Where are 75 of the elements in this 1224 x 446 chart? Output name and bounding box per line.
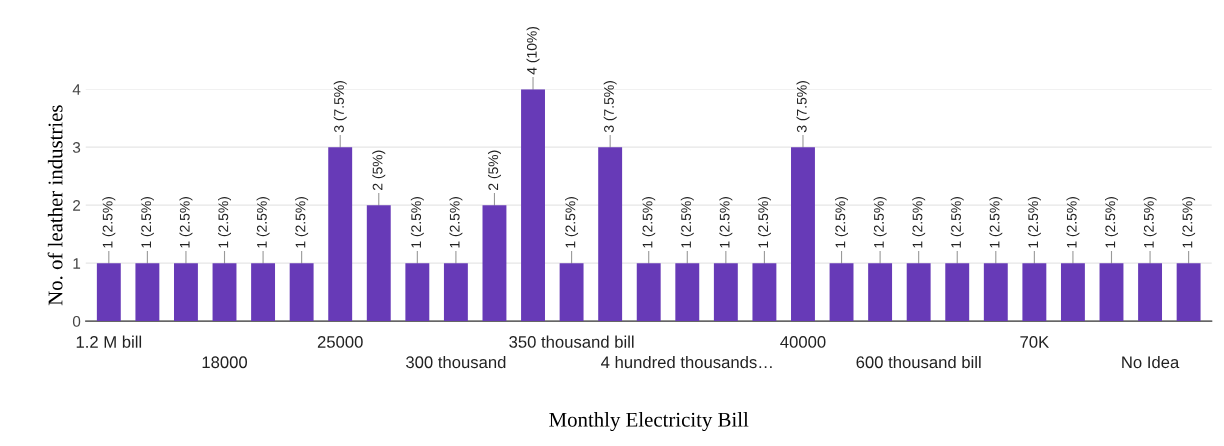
y-tick-label: 4 (72, 84, 81, 95)
y-axis-title: No. of leather industries (47, 105, 63, 306)
data-label: 2 (5%) (487, 150, 501, 190)
bar (906, 263, 931, 322)
bar (868, 263, 893, 322)
x-tick-label: 300 thousand (406, 355, 506, 369)
data-label: 1 (2.5%) (950, 197, 964, 248)
data-label: 1 (2.5%) (719, 197, 733, 248)
data-label: 1 (2.5%) (256, 197, 270, 248)
data-label: 1 (2.5%) (102, 197, 116, 248)
bar (791, 147, 815, 322)
data-label: 1 (2.5%) (295, 197, 309, 248)
data-label: 1 (2.5%) (410, 197, 424, 248)
x-tick-label: 350 thousand bill (509, 335, 634, 348)
x-tick-label: 25000 (317, 336, 363, 348)
bar (289, 263, 314, 322)
y-tick-label: 2 (73, 200, 81, 211)
bar (1138, 263, 1163, 322)
data-label: 1 (2.5%) (1143, 197, 1157, 248)
bar (983, 263, 1008, 322)
data-label: 3 (7.5%) (796, 81, 810, 133)
data-label: 2 (5%) (372, 150, 386, 190)
bar (945, 263, 970, 322)
bar (1099, 263, 1124, 322)
bar (1022, 263, 1047, 322)
x-axis-title: Monthly Electricity Bill (549, 412, 749, 432)
bar (212, 263, 237, 322)
bar (675, 263, 700, 322)
data-label: 1 (2.5%) (1027, 197, 1041, 248)
bar (173, 263, 198, 322)
data-label: 1 (2.5%) (1182, 197, 1196, 248)
bar (328, 147, 353, 322)
data-label: 3 (7.5%) (603, 81, 617, 133)
bar (636, 263, 661, 322)
x-tick-label: 70K (1020, 336, 1050, 348)
x-tick-label: 4 hundred thousands… (601, 355, 772, 369)
data-label: 3 (7.5%) (333, 81, 347, 133)
bar (443, 263, 468, 322)
bar (366, 205, 391, 322)
x-tick-label: 600 thousand bill (856, 355, 981, 369)
bar (521, 89, 545, 322)
x-tick-label: 1.2 M bill (76, 335, 142, 348)
data-label: 1 (2.5%) (835, 197, 849, 248)
data-label: 1 (2.5%) (179, 197, 193, 248)
data-label: 1 (2.5%) (565, 197, 579, 248)
data-label: 1 (2.5%) (1105, 197, 1118, 248)
data-label: 1 (2.5%) (989, 197, 1003, 248)
data-label: 1 (2.5%) (140, 197, 154, 248)
x-tick-label: No Idea (1122, 355, 1180, 369)
bar (1060, 263, 1085, 322)
bar (482, 205, 507, 322)
data-label: 1 (2.5%) (912, 197, 926, 248)
bar (829, 263, 854, 322)
x-tick-label: 18000 (202, 356, 248, 369)
data-label: 4 (10%) (526, 26, 540, 75)
data-label: 1 (2.5%) (757, 197, 771, 248)
bar (559, 263, 584, 322)
y-tick-label: 0 (72, 315, 81, 327)
data-label: 1 (2.5%) (873, 197, 887, 248)
bar (598, 147, 623, 322)
data-label: 1 (2.5%) (449, 197, 463, 248)
data-label: 1 (2.5%) (218, 197, 231, 248)
bar (405, 263, 430, 322)
y-tick-label: 3 (72, 142, 81, 153)
bar (1176, 263, 1201, 322)
y-tick-label: 1 (73, 258, 81, 269)
bar (96, 263, 121, 322)
data-label: 1 (2.5%) (642, 197, 656, 248)
x-tick-label: 40000 (780, 336, 826, 348)
bar (251, 263, 276, 322)
bar (713, 263, 738, 322)
bar (135, 263, 160, 322)
data-label: 1 (2.5%) (1066, 197, 1080, 248)
data-label: 1 (2.5%) (680, 197, 694, 248)
bar (752, 263, 777, 322)
